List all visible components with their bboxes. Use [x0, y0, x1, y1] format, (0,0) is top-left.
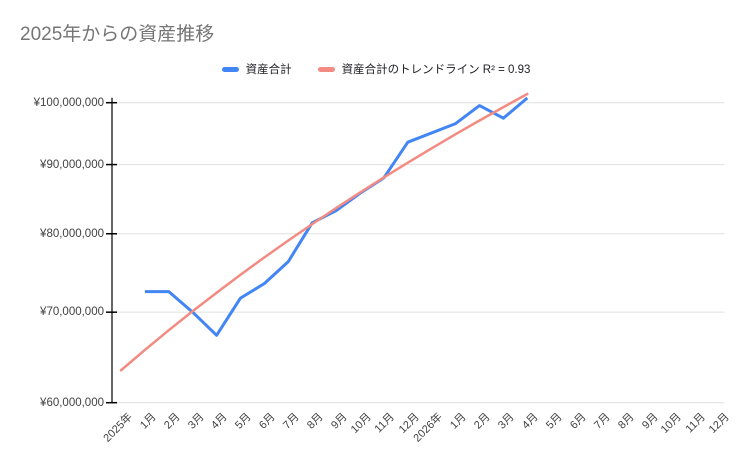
y-axis-label: ¥90,000,000	[40, 158, 104, 171]
trendline-swatch-icon	[317, 66, 335, 72]
series-line	[144, 96, 529, 337]
series-swatch-icon	[221, 66, 239, 72]
y-axis-label: ¥60,000,000	[40, 396, 104, 409]
legend-item-series: 資産合計	[221, 61, 292, 77]
legend-item-trendline: 資産合計のトレンドライン R² = 0.93	[317, 61, 531, 77]
y-axis-label: ¥100,000,000	[33, 96, 104, 109]
trendline	[119, 92, 529, 372]
y-axis-label: ¥70,000,000	[40, 306, 104, 319]
legend-trendline-label: 資産合計のトレンドライン R² = 0.93	[341, 64, 531, 76]
legend: 資産合計 資産合計のトレンドライン R² = 0.93	[0, 61, 752, 77]
legend-series-label: 資産合計	[245, 64, 292, 76]
chart-title: 2025年からの資産推移	[20, 24, 215, 45]
y-axis-label: ¥80,000,000	[40, 227, 104, 240]
